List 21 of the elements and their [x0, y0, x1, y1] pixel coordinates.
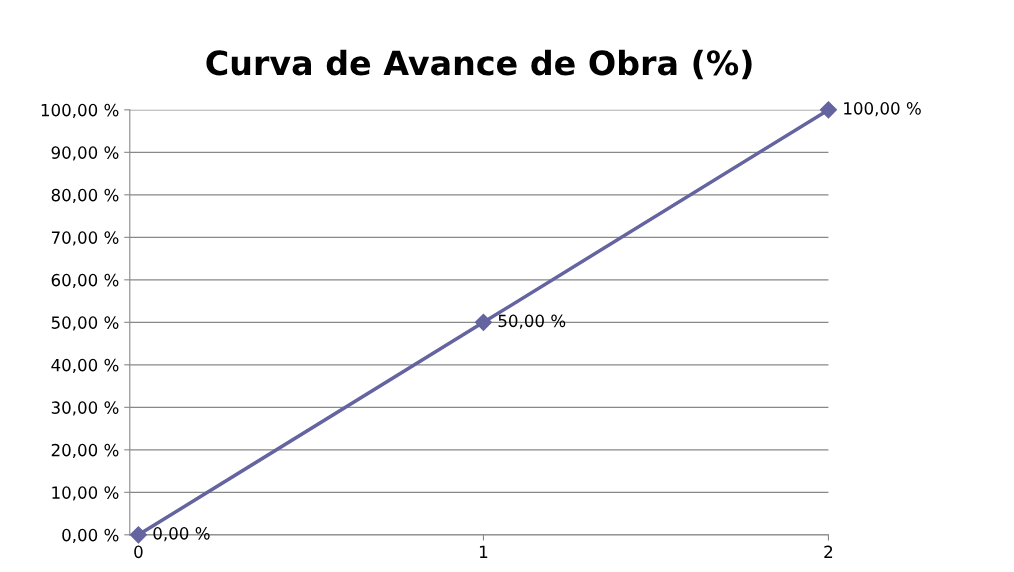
y-tick-label: 30,00 % — [51, 401, 119, 416]
y-tick-label: 20,00 % — [51, 443, 119, 459]
point — [819, 101, 837, 119]
y-tick-label: 10,00 % — [52, 486, 119, 501]
data-label: 100,00 % — [844, 102, 921, 117]
x-tick-label: 1 — [479, 545, 488, 558]
y-tick-label: 40,00 % — [51, 358, 119, 374]
x-tick-label: 2 — [824, 545, 833, 558]
chart-title: Curva de Avance de Obra (%) — [206, 49, 752, 80]
y-tick-label: 60,00 % — [51, 273, 119, 289]
y-tick-label: 80,00 % — [51, 188, 119, 204]
y-tick-label: 0,00 % — [62, 528, 119, 544]
data-label: 0,00 % — [153, 527, 210, 542]
y-tick-label: 100,00 % — [41, 103, 119, 119]
point — [129, 526, 147, 544]
data-label: 50,00 % — [498, 314, 566, 329]
y-tick-label: 50,00 % — [51, 316, 119, 331]
y-tick-label: 70,00 % — [51, 231, 119, 246]
x-tick-label: 0 — [134, 545, 143, 559]
y-tick-label: 90,00 % — [51, 146, 119, 161]
point — [474, 313, 492, 331]
